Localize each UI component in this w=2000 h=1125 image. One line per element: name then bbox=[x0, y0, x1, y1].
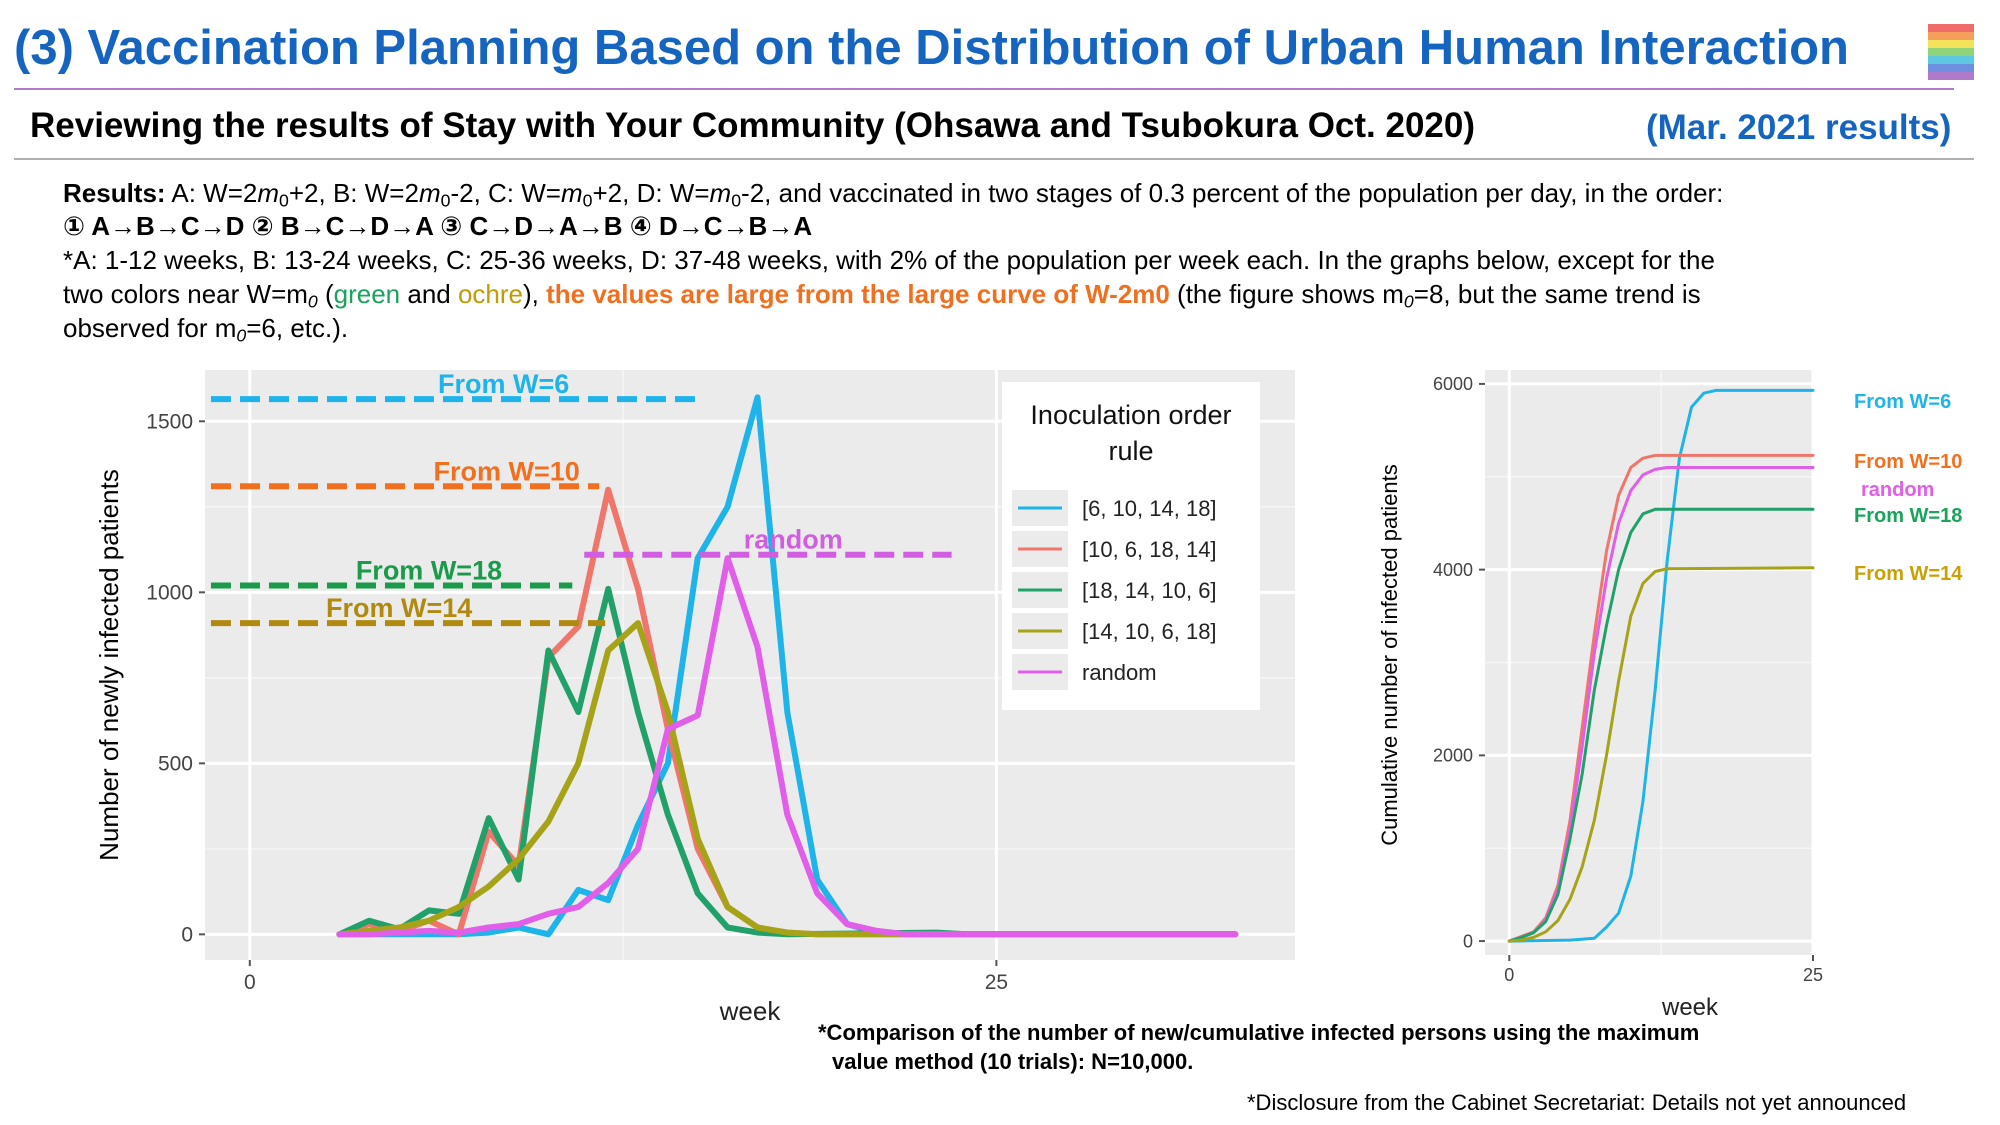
method-footnote: *Comparison of the number of new/cumulat… bbox=[818, 1018, 1699, 1076]
note-text-d: (the figure shows m bbox=[1169, 279, 1404, 309]
subscript-zero: 0 bbox=[440, 190, 451, 211]
new-infections-chart: From W=6 From W=10 random From W=18 From W=1… bbox=[94, 369, 1295, 1026]
m-symbol: m bbox=[560, 178, 583, 208]
legend-title: rule bbox=[1108, 436, 1153, 466]
note-text-g: =6, etc.). bbox=[246, 313, 349, 343]
annotation-label: From W=18 bbox=[356, 555, 502, 585]
subscript-zero: 0 bbox=[1403, 291, 1414, 312]
results-label: Results: bbox=[63, 178, 166, 208]
note-text-b: ( bbox=[317, 279, 334, 309]
rainbow-stripe bbox=[1928, 72, 1974, 80]
series-line bbox=[1507, 388, 1815, 943]
results-line: Results: A: W=2m0+2, B: W=2m0-2, C: W=m0… bbox=[63, 176, 1723, 217]
series-line bbox=[336, 555, 1239, 938]
rainbow-logo bbox=[1928, 24, 1974, 88]
m-symbol: m bbox=[257, 178, 280, 208]
annotation-label: random bbox=[744, 525, 843, 555]
subscript-zero: 0 bbox=[307, 291, 318, 312]
page-subtitle: Reviewing the results of Stay with Your … bbox=[30, 106, 1476, 145]
schedule-line: *A: 1-12 weeks, B: 13-24 weeks, C: 25-36… bbox=[63, 245, 1715, 275]
note-text-a: two colors near W=m bbox=[63, 279, 308, 309]
subscript-zero: 0 bbox=[582, 190, 593, 211]
y-tick-label: 2000 bbox=[1433, 746, 1473, 766]
legend-entry: random bbox=[1082, 660, 1157, 685]
series-end-label: random bbox=[1861, 479, 1934, 501]
x-tick-label: 0 bbox=[244, 971, 256, 994]
series-line bbox=[1507, 566, 1815, 943]
rainbow-stripe bbox=[1928, 56, 1974, 64]
x-axis-label: week bbox=[719, 996, 782, 1026]
axes: 0 500 1000 1500 0 25 bbox=[146, 411, 1008, 994]
legend-title: Inoculation order bbox=[1030, 400, 1231, 430]
x-tick-label: 25 bbox=[1803, 965, 1823, 985]
rainbow-stripe bbox=[1928, 24, 1974, 32]
note-text-e: =8, but the same trend is bbox=[1413, 279, 1701, 309]
legend-entry: [6, 10, 14, 18] bbox=[1082, 496, 1217, 521]
y-tick-label: 0 bbox=[181, 924, 193, 947]
rainbow-stripe bbox=[1928, 32, 1974, 40]
annotation-label: From W=14 bbox=[326, 593, 472, 623]
y-axis-label: Cumulative number of infected patients bbox=[1377, 464, 1402, 846]
series-end-label: From W=6 bbox=[1854, 391, 1951, 413]
highlight-text: the values are large from the large curv… bbox=[546, 279, 1170, 309]
results-text-2: +2, B: W=2 bbox=[288, 178, 419, 208]
footnote-line-2: value method (10 trials): N=10,000. bbox=[832, 1049, 1194, 1074]
green-word: green bbox=[333, 279, 401, 309]
cumulative-infections-chart: From W=6 From W=10 random From W=18 From W=1… bbox=[1377, 370, 1963, 1020]
y-tick-label: 6000 bbox=[1433, 374, 1473, 394]
title-divider bbox=[14, 88, 1954, 90]
series-end-label: From W=10 bbox=[1854, 451, 1962, 473]
x-tick-label: 25 bbox=[985, 971, 1008, 994]
footnote-line-1: *Comparison of the number of new/cumulat… bbox=[818, 1020, 1700, 1045]
note-text-c: ), bbox=[523, 279, 547, 309]
annotation-label: From W=6 bbox=[438, 369, 569, 399]
series-end-labels: From W=6 From W=10 random From W=18 From W=1… bbox=[1854, 391, 1963, 585]
series-line bbox=[1507, 507, 1815, 943]
disclosure-footnote: *Disclosure from the Cabinet Secretariat… bbox=[1247, 1090, 1907, 1115]
y-tick-label: 1000 bbox=[146, 582, 193, 605]
axes: 0 2000 4000 6000 0 25 bbox=[1433, 374, 1823, 985]
series-line bbox=[336, 620, 1239, 938]
y-tick-label: 500 bbox=[158, 753, 193, 776]
series-lines bbox=[336, 394, 1239, 938]
results-text-5: -2, and vaccinated in two stages of 0.3 … bbox=[741, 178, 1724, 208]
results-date: (Mar. 2021 results) bbox=[1646, 108, 1952, 147]
series-end-label: From W=18 bbox=[1854, 505, 1962, 527]
legend-entry: [18, 14, 10, 6] bbox=[1082, 578, 1217, 603]
subscript-zero: 0 bbox=[731, 190, 742, 211]
rainbow-stripe bbox=[1928, 64, 1974, 72]
vaccination-orders: ① A→B→C→D ② B→C→D→A ③ C→D→A→B ④ D→C→B→A bbox=[63, 211, 813, 241]
legend-entry: [14, 10, 6, 18] bbox=[1082, 619, 1217, 644]
y-tick-label: 0 bbox=[1463, 931, 1473, 951]
note-text-f: observed for m bbox=[63, 313, 237, 343]
ochre-word: ochre bbox=[457, 279, 524, 309]
annotation-label: From W=10 bbox=[433, 456, 579, 486]
subscript-zero: 0 bbox=[236, 325, 247, 346]
results-text-3: -2, C: W= bbox=[450, 178, 561, 208]
x-axis-label: week bbox=[1661, 994, 1719, 1020]
series-lines bbox=[1507, 388, 1815, 943]
y-axis-label: Number of newly infected patients bbox=[94, 469, 124, 861]
series-end-label: From W=14 bbox=[1854, 563, 1963, 585]
results-text-4: +2, D: W= bbox=[592, 178, 710, 208]
trend-note-line: observed for m0=6, etc.). bbox=[63, 311, 348, 352]
results-text-1: A: W=2 bbox=[165, 178, 258, 208]
subtitle-divider bbox=[14, 158, 1974, 160]
page-title: (3) Vaccination Planning Based on the Di… bbox=[14, 21, 1849, 75]
y-tick-label: 4000 bbox=[1433, 560, 1473, 580]
colors-note-line: two colors near W=m0 (green and ochre), … bbox=[63, 277, 1701, 318]
annotation-lines: From W=6 From W=10 random From W=18 From W=1… bbox=[210, 369, 952, 627]
rainbow-stripe bbox=[1928, 40, 1974, 48]
rainbow-stripe bbox=[1928, 48, 1974, 56]
m-symbol: m bbox=[418, 178, 441, 208]
subscript-zero: 0 bbox=[279, 190, 289, 211]
and-word: and bbox=[400, 279, 458, 309]
y-tick-label: 1500 bbox=[146, 411, 193, 434]
legend: Inoculation order rule [6, 10, 14, 18] [10,… bbox=[1002, 382, 1260, 710]
x-tick-label: 0 bbox=[1504, 965, 1514, 985]
legend-entry: [10, 6, 18, 14] bbox=[1082, 537, 1217, 562]
m-symbol: m bbox=[709, 178, 732, 208]
